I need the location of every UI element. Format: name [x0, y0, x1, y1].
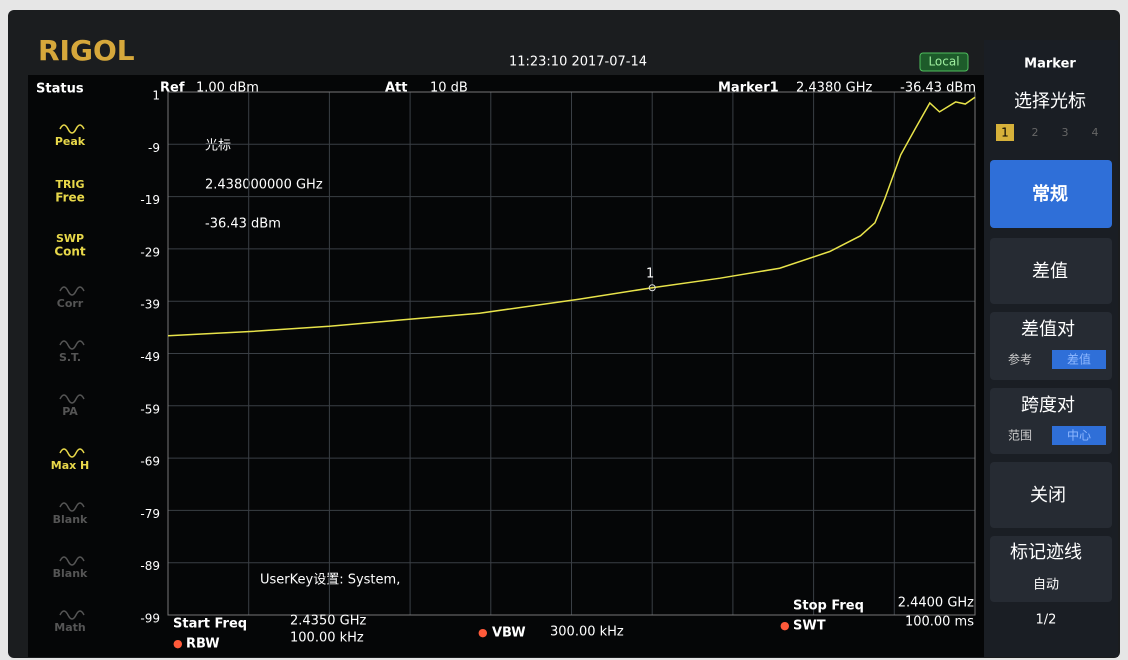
y-tick-label: -99: [140, 612, 160, 626]
screen: RIGOL 11:23:10 2017-07-14 Local Status R…: [0, 0, 1128, 660]
rbw-label: RBW: [186, 637, 220, 652]
menu-span-pair[interactable]: 跨度对: [1021, 395, 1075, 416]
menu-delta-pair[interactable]: 差值对: [1021, 319, 1075, 340]
status-text: Cont: [54, 245, 86, 259]
y-tick-label: -29: [140, 245, 160, 259]
start-freq: 2.4350 GHz: [290, 614, 366, 629]
y-tick-label: -79: [140, 507, 160, 521]
marker-info-title: 光标: [205, 139, 231, 154]
option[interactable]: 参考: [1008, 352, 1032, 367]
status-text: Free: [55, 191, 85, 205]
status-text: PA: [62, 405, 78, 418]
marker-number[interactable]: 1: [1001, 126, 1009, 140]
y-tick-label: 1: [152, 89, 160, 103]
menu-normal[interactable]: 常规: [1032, 183, 1068, 205]
y-tick-label: -19: [140, 193, 160, 207]
status-text: S.T.: [59, 351, 81, 364]
status-text: Corr: [57, 297, 84, 310]
status-text: Peak: [55, 135, 86, 148]
stop-label: Stop Freq: [793, 599, 864, 614]
indicator: ●: [780, 619, 790, 632]
marker-info-freq: 2.438000000 GHz: [205, 178, 323, 193]
marker-label: Marker1: [718, 81, 779, 96]
swt-label: SWT: [793, 619, 826, 634]
att-label: Att: [385, 81, 408, 96]
vbw: 300.00 kHz: [550, 625, 624, 640]
ref-value: 1.00 dBm: [196, 81, 259, 96]
vbw-label: VBW: [492, 626, 526, 641]
menu-off[interactable]: 关闭: [1030, 485, 1066, 506]
marker-number[interactable]: 2: [1032, 126, 1039, 139]
option[interactable]: 中心: [1067, 428, 1091, 443]
status-text: TRIG: [55, 178, 84, 191]
indicator: ●: [478, 626, 488, 639]
rbw: 100.00 kHz: [290, 631, 364, 646]
menu-delta[interactable]: 差值: [1032, 261, 1068, 282]
marker-number[interactable]: 3: [1062, 126, 1069, 139]
stop-freq: 2.4400 GHz: [898, 596, 974, 611]
y-tick-label: -39: [140, 298, 160, 312]
swt: 100.00 ms: [905, 615, 974, 630]
y-tick-label: -9: [148, 141, 160, 155]
status-title: Status: [36, 82, 84, 97]
mode: Local: [928, 55, 959, 69]
ref-label: Ref: [160, 81, 185, 96]
status-text: Blank: [53, 513, 88, 526]
menu-trace[interactable]: 标记迹线: [1010, 542, 1082, 563]
status-text: Blank: [53, 567, 88, 580]
userkey: UserKey设置: System,: [260, 573, 400, 588]
y-tick-label: -89: [140, 559, 160, 573]
att-value: 10 dB: [430, 81, 468, 96]
status-text: Math: [54, 621, 85, 634]
option[interactable]: 差值: [1067, 352, 1091, 367]
marker-info-level: -36.43 dBm: [205, 217, 281, 232]
option[interactable]: 范围: [1008, 429, 1032, 443]
start-label: Start Freq: [173, 617, 247, 632]
menu-select[interactable]: 选择光标: [1014, 91, 1086, 112]
menu-page[interactable]: 1/2: [1036, 613, 1057, 628]
status-text: Max H: [51, 459, 90, 472]
marker-level: -36.43 dBm: [900, 81, 976, 96]
datetime: 11:23:10 2017-07-14: [509, 55, 647, 70]
y-tick-label: -49: [140, 350, 160, 364]
y-tick-label: -59: [140, 402, 160, 416]
y-tick-label: -69: [140, 455, 160, 469]
menu-title: Marker: [1024, 57, 1076, 72]
marker-freq: 2.4380 GHz: [796, 81, 872, 96]
brand: RIGOL: [38, 34, 135, 67]
marker-label: 1: [646, 266, 654, 281]
display: [28, 75, 990, 657]
menu-trace-option[interactable]: 自动: [1033, 578, 1059, 593]
indicator: ●: [173, 637, 183, 650]
marker-number[interactable]: 4: [1092, 126, 1099, 139]
status-text: SWP: [56, 232, 84, 245]
